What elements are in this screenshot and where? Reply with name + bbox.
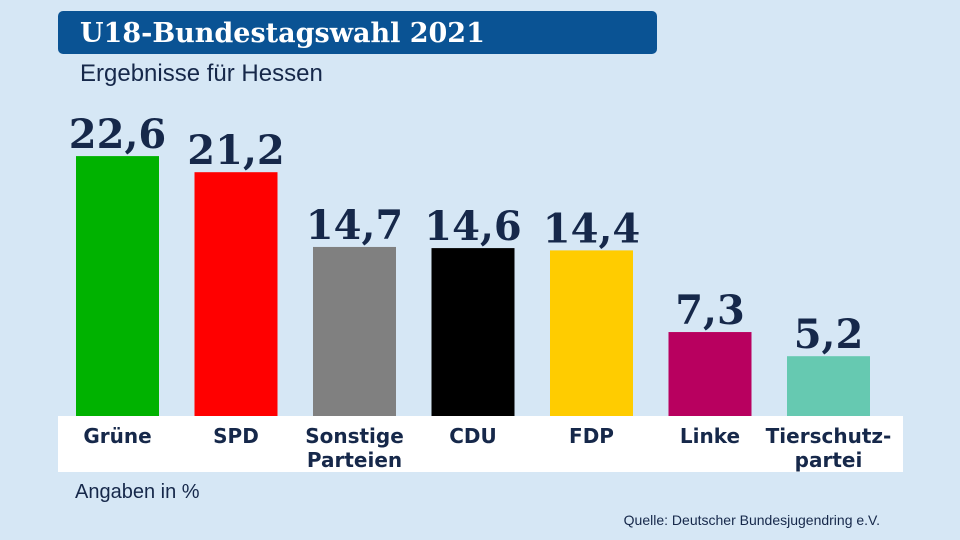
category-label-6: Linke (645, 424, 775, 448)
category-label-line: SPD (213, 424, 259, 448)
category-label-2: SPD (171, 424, 301, 448)
category-label-band (58, 416, 903, 472)
category-label-3: Sonstige Parteien (290, 424, 420, 472)
bar-5 (550, 250, 633, 416)
category-label-line: CDU (449, 424, 497, 448)
bar-6 (668, 332, 752, 416)
category-label-1: Grüne (53, 424, 183, 448)
bar-4 (431, 248, 515, 416)
value-label-1: 22,6 (69, 111, 166, 158)
bar-2 (194, 172, 278, 416)
value-label-3: 14,7 (306, 202, 403, 249)
source-note: Quelle: Deutscher Bundesjugendring e.V. (623, 512, 880, 528)
category-label-line: Linke (679, 424, 741, 448)
category-label-line: partei (794, 448, 863, 472)
chart-title: U18-Bundestagswahl 2021 (80, 18, 485, 49)
bar-3 (313, 246, 396, 416)
category-label-line: Tierschutz- (765, 424, 892, 448)
category-label-line: Sonstige (305, 424, 404, 448)
value-label-6: 7,3 (675, 287, 745, 334)
category-label-7: Tierschutz-partei (764, 424, 894, 472)
value-label-7: 5,2 (794, 311, 864, 358)
category-label-5: FDP (527, 424, 657, 448)
chart-subtitle: Ergebnisse für Hessen (80, 60, 323, 87)
category-label-4: CDU (408, 424, 538, 448)
unit-note: Angaben in % (75, 481, 200, 503)
category-label-line: FDP (569, 424, 614, 448)
category-label-line: Parteien (306, 448, 403, 472)
title-bar (58, 11, 657, 54)
value-label-5: 14,4 (543, 205, 640, 252)
category-label-line: Grüne (83, 424, 152, 448)
bar-7 (787, 356, 870, 416)
value-label-4: 14,6 (424, 203, 521, 250)
bar-1 (76, 156, 159, 416)
value-label-2: 21,2 (187, 127, 284, 174)
